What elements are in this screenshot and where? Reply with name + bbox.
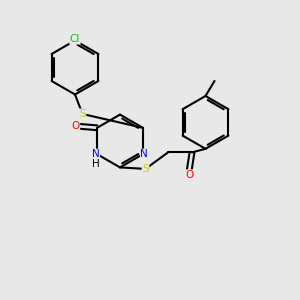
Text: S: S — [142, 164, 149, 174]
Text: O: O — [185, 170, 193, 180]
Text: N: N — [92, 149, 100, 159]
Text: S: S — [79, 109, 86, 119]
Text: Cl: Cl — [70, 34, 80, 44]
Text: N: N — [140, 149, 148, 159]
Text: H: H — [92, 159, 100, 169]
Text: O: O — [71, 121, 80, 131]
